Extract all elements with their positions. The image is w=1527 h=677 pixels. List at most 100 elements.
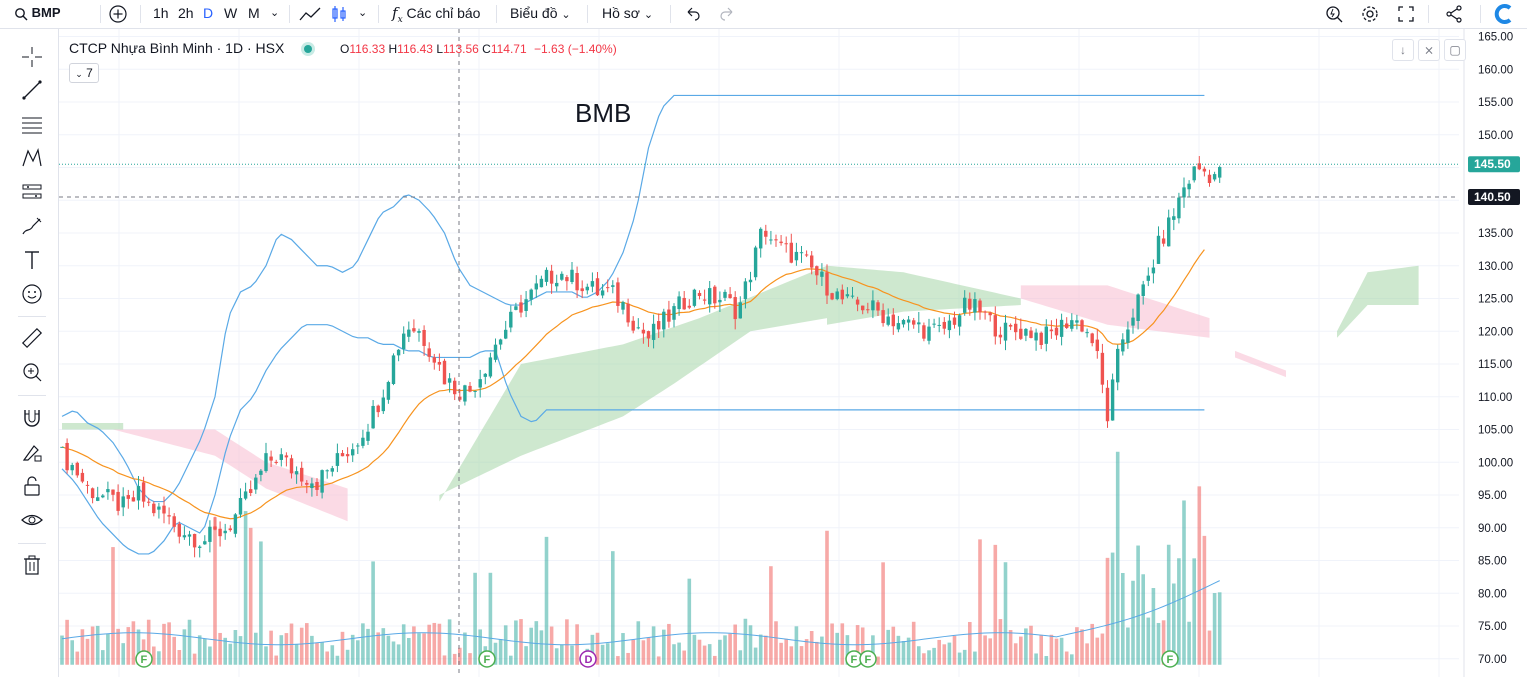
horizontal-lines-icon[interactable] (20, 112, 44, 136)
event-marker-label: F (1167, 654, 1174, 666)
line-style-button[interactable] (298, 0, 322, 28)
magnet-icon[interactable] (20, 406, 44, 430)
indicators-button[interactable]: fx Các chỉ báo (392, 0, 480, 28)
price-chart[interactable]: 165.00160.00155.00150.00145.00140.00135.… (59, 29, 1527, 677)
candle-body (60, 446, 64, 448)
scroll-down-button[interactable]: ↓ (1392, 39, 1414, 61)
symbol-search-button[interactable]: BMP (14, 0, 61, 28)
eye-icon[interactable] (20, 508, 44, 532)
candle-body (993, 315, 997, 337)
candle-body (906, 319, 911, 323)
candlesticks (60, 156, 1222, 558)
volume-bar (1095, 637, 1100, 665)
candle-body (886, 316, 890, 325)
brush-icon[interactable] (20, 214, 44, 238)
volume-bar (1192, 558, 1196, 665)
interval-2h[interactable]: 2h (178, 5, 194, 21)
volume-bar (968, 621, 972, 665)
volume-bar (65, 619, 69, 665)
volume-bar (886, 629, 890, 665)
cloud-segment-red (1020, 285, 1210, 338)
candle-body (759, 228, 763, 249)
volume-bar (1202, 535, 1207, 665)
candle-body (325, 470, 329, 472)
candle-body (611, 285, 615, 287)
price-tick-label: 165.00 (1478, 32, 1513, 44)
crosshair-icon[interactable] (20, 45, 44, 69)
maximize-pane-button[interactable]: ▢ (1444, 39, 1466, 61)
candle-body (504, 329, 508, 339)
pattern-icon[interactable] (20, 146, 44, 170)
volume-bar (554, 648, 559, 665)
volume-bar (463, 632, 467, 665)
candle-body (1014, 323, 1018, 333)
volume-bar (1075, 627, 1079, 665)
fullscreen-button[interactable] (1396, 0, 1416, 28)
candle-body (402, 333, 406, 350)
price-tick-label: 160.00 (1478, 64, 1513, 76)
candle-style-button[interactable] (328, 0, 350, 28)
quick-search-button[interactable] (1324, 0, 1344, 28)
volume-bar (962, 649, 967, 665)
candle-body (713, 286, 717, 304)
interval-w[interactable]: W (224, 5, 238, 21)
undo-button[interactable] (684, 0, 702, 28)
candle-body (1034, 332, 1038, 341)
symbol-name: CTCP Nhựa Bình Minh · 1D · HSX (69, 40, 285, 56)
price-tick-label: 115.00 (1478, 359, 1512, 371)
volume-bar (1054, 638, 1059, 665)
volume-bar (126, 627, 131, 665)
text-icon[interactable] (20, 248, 44, 272)
lock-icon[interactable] (20, 474, 44, 498)
emoji-icon[interactable] (20, 282, 44, 306)
share-button[interactable] (1444, 0, 1464, 28)
candle-body (1075, 320, 1079, 323)
candle-body (90, 488, 95, 499)
candle-body (305, 482, 309, 485)
volume-bar (656, 656, 661, 665)
volume-bar (437, 623, 442, 665)
trash-icon[interactable] (20, 553, 44, 577)
volume-bar (1110, 552, 1115, 665)
compare-button[interactable] (108, 0, 128, 28)
volume-bar (264, 646, 268, 665)
candle-body (728, 294, 732, 298)
candle-body (861, 305, 865, 311)
trend-line-icon[interactable] (20, 78, 44, 102)
candle-body (514, 306, 518, 310)
add-symbol-icon (109, 5, 127, 23)
candle-body (595, 278, 600, 296)
chart-menu-button[interactable]: Biểu đồ ⌄ (510, 0, 571, 28)
settings-button[interactable] (1360, 0, 1380, 28)
volume-bar (1039, 634, 1043, 665)
candle-body (1039, 332, 1043, 345)
chart-type-chevron-icon[interactable]: ⌄ (358, 7, 368, 19)
interval-1h[interactable]: 1h (153, 5, 169, 21)
forecast-icon[interactable] (20, 180, 44, 204)
interval-d[interactable]: D (203, 5, 214, 21)
candle-body (580, 288, 584, 292)
volume-bar (279, 635, 284, 665)
candle-body (473, 390, 477, 392)
interval-dropdown-chevron-icon[interactable]: ⌄ (270, 7, 280, 19)
redo-button[interactable] (718, 0, 736, 28)
volume-bar (911, 621, 916, 665)
divider (1480, 5, 1481, 23)
volume-bar (998, 619, 1003, 665)
ruler-icon[interactable] (20, 326, 44, 350)
collapse-icon: ⨯ (1423, 43, 1435, 57)
volume-bar (111, 547, 115, 665)
volume-bar (901, 641, 906, 665)
lock-drawing-icon[interactable] (20, 440, 44, 464)
collapse-button[interactable]: ⨯ (1418, 39, 1440, 61)
volume-bar (626, 652, 630, 665)
zoom-in-icon[interactable] (20, 360, 44, 384)
volume-bar (75, 651, 80, 665)
interval-m[interactable]: M (248, 5, 260, 21)
profile-menu-button[interactable]: Hồ sơ ⌄ (602, 0, 653, 28)
candle-body (1054, 327, 1059, 336)
volume-bar (942, 644, 947, 665)
indicators-toggle-button[interactable]: ⌄ 7 (69, 63, 99, 83)
volume-bar (682, 650, 686, 665)
chevron-down-icon: ⌄ (561, 9, 571, 21)
